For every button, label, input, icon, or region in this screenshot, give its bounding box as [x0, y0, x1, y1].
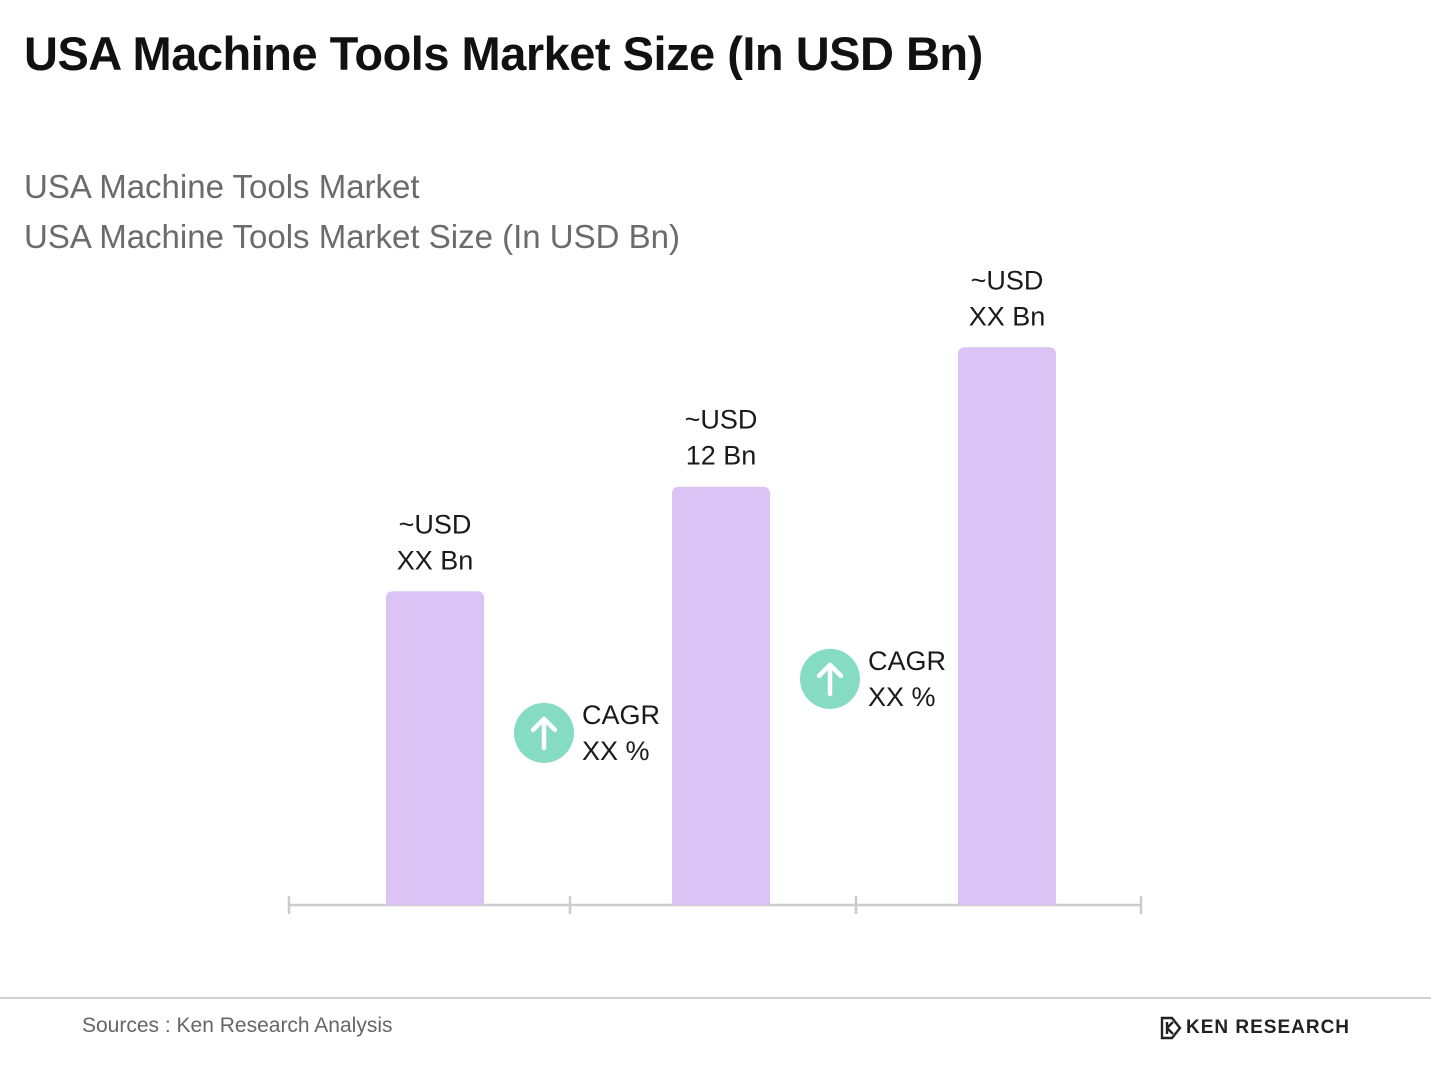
- page-title: USA Machine Tools Market Size (In USD Bn…: [24, 27, 983, 80]
- bar-label-3-line-1: ~USD: [971, 265, 1044, 295]
- bar-label-1-line-1: ~USD: [399, 509, 472, 539]
- bar-label-3-line-2: XX Bn: [969, 301, 1046, 331]
- arrow-up-icon: [816, 662, 844, 697]
- source-note: Sources : Ken Research Analysis: [82, 1014, 393, 1037]
- cagr-label-1-line-2: XX %: [582, 736, 650, 766]
- brand-name: KEN RESEARCH: [1186, 1017, 1351, 1038]
- ken-research-logo-icon: [1160, 1016, 1182, 1040]
- brand-logo: KEN RESEARCH: [1160, 1016, 1350, 1040]
- bar-2: [672, 486, 770, 905]
- bar-label-1-line-2: XX Bn: [397, 545, 474, 575]
- cagr-label-1-line-1: CAGR: [582, 700, 660, 730]
- bar-3: [958, 347, 1056, 905]
- cagr-label-2-line-2: XX %: [868, 682, 936, 712]
- bar-label-2-line-2: 12 Bn: [686, 441, 757, 471]
- bar-chart: ~USD XX Bn ~USD 12 Bn ~USD XX Bn CAGR XX % CAGR X…: [287, 265, 1143, 914]
- cagr-label-2-line-1: CAGR: [868, 646, 946, 676]
- arrow-up-icon: [530, 716, 558, 751]
- chart-subtitle-1: USA Machine Tools Market: [24, 168, 420, 205]
- footer-divider: [0, 997, 1431, 999]
- bar-label-2-line-1: ~USD: [685, 405, 758, 435]
- chart-subtitle-2: USA Machine Tools Market Size (In USD Bn…: [24, 218, 680, 255]
- bar-1: [386, 591, 484, 905]
